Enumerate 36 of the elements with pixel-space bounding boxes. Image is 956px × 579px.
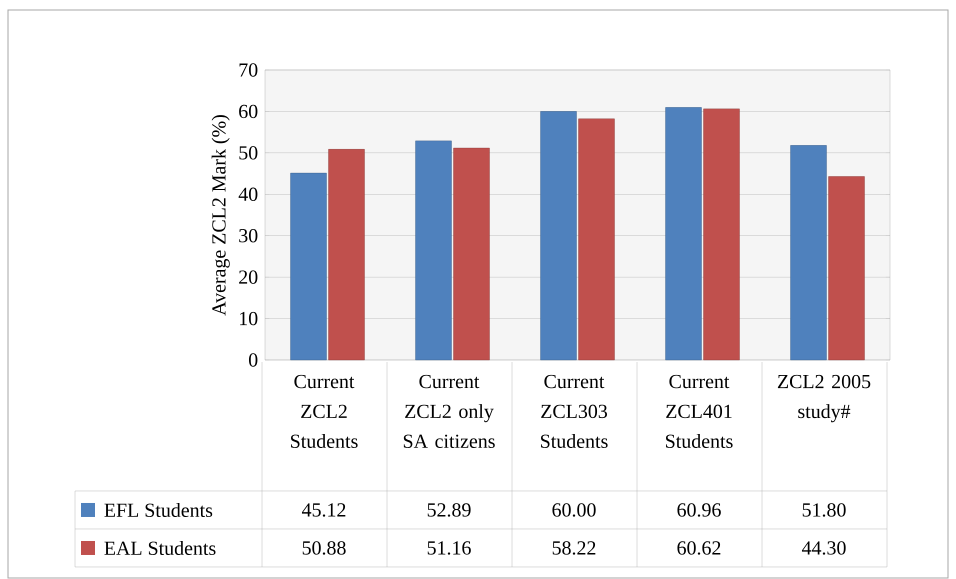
data-label: 44.30 — [802, 541, 846, 555]
x-tick-label: Current ZCL2 Students — [291, 374, 358, 448]
y-tick-label: 40 — [238, 188, 258, 201]
bar — [540, 111, 577, 360]
data-label: 60.62 — [677, 541, 720, 555]
data-label: 51.16 — [428, 541, 471, 555]
data-label: 52.89 — [428, 503, 471, 517]
x-tick-label: Current ZCL303 Students — [541, 374, 608, 448]
legend-label: EAL Students — [104, 540, 216, 555]
bar — [415, 140, 452, 360]
x-tick-label: ZCL2 2005 study# — [778, 374, 870, 422]
data-label: 58.22 — [552, 541, 596, 555]
data-label: 60.00 — [552, 503, 596, 517]
bar — [828, 176, 865, 360]
y-tick-label: 0 — [248, 353, 258, 367]
data-label: 60.96 — [677, 503, 721, 517]
bar — [328, 149, 365, 360]
bar — [453, 148, 490, 360]
y-axis-title: Average ZCL2 Mark (%) — [212, 115, 230, 316]
y-tick-label: 20 — [239, 270, 258, 284]
y-tick-label: 50 — [239, 146, 258, 160]
x-tick-label: Current ZCL2 only SA citizens — [404, 374, 495, 448]
y-tick-label: 60 — [239, 104, 258, 118]
y-tick-label: 70 — [240, 63, 258, 77]
y-tick-label: 30 — [239, 228, 258, 242]
bar — [665, 107, 702, 360]
x-tick-label: Current ZCL401 Students — [666, 374, 733, 448]
bar — [290, 172, 327, 360]
data-label: 50.88 — [302, 541, 346, 555]
data-label: 45.12 — [302, 503, 346, 517]
bar — [790, 145, 827, 360]
data-label: 51.80 — [802, 503, 846, 517]
y-tick-label: 10 — [240, 312, 258, 326]
bar — [578, 118, 615, 360]
bar — [703, 108, 740, 360]
legend-label: EFL Students — [104, 502, 212, 517]
